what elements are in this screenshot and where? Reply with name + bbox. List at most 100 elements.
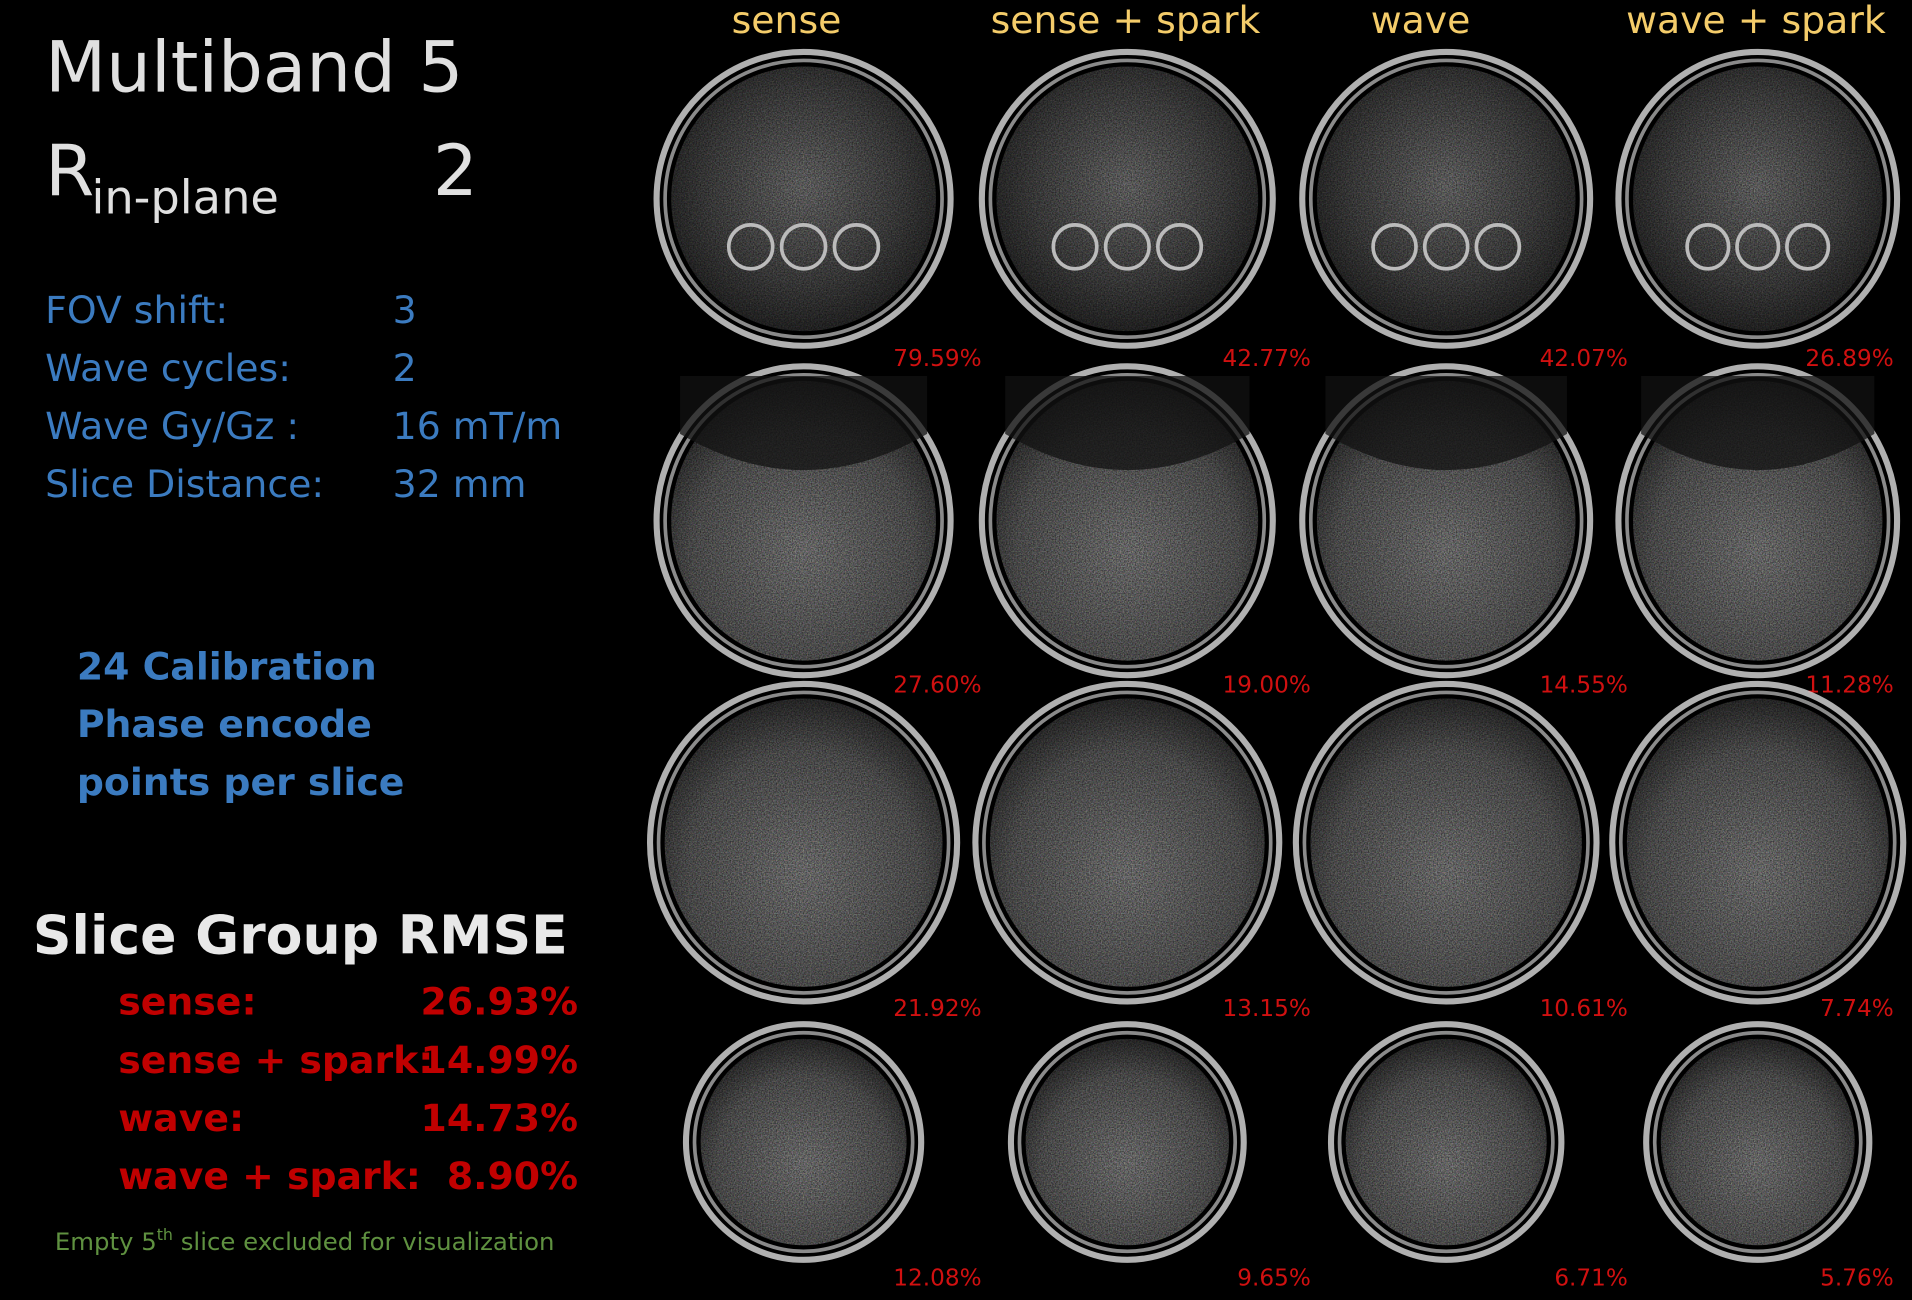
rmse-percent: 42.77% [1223, 346, 1311, 372]
rmse-percent: 5.76% [1820, 1265, 1894, 1291]
scalp-ring [1615, 363, 1901, 679]
param-label: FOV shift: [45, 288, 228, 332]
calibration: 24 Calibration Phase encode points per sli… [77, 644, 405, 804]
brain-image [1310, 698, 1582, 987]
calibration-line: 24 Calibration [77, 644, 377, 688]
footnote-text: Empty 5 [55, 1227, 157, 1256]
scalp-ring [1299, 48, 1594, 349]
brain-image [990, 698, 1265, 987]
scalp-ring [978, 48, 1276, 349]
vertebra [779, 223, 828, 271]
skull-ring [1302, 690, 1590, 995]
rmse-value: 8.90% [447, 1154, 578, 1198]
scalp-ring [653, 363, 954, 679]
rmse-percent: 6.71% [1554, 1265, 1628, 1291]
footnote: Empty 5th slice excluded for visualizati… [55, 1225, 555, 1256]
scalp-ring [1643, 1021, 1873, 1263]
brain-image [671, 66, 936, 332]
footnote-text: slice excluded for visualization [173, 1227, 555, 1256]
rmse-label: sense: [118, 980, 256, 1024]
brain-image [1660, 1038, 1855, 1246]
orbit-shadow [1005, 376, 1250, 471]
brain-image [1025, 1038, 1230, 1246]
rmse-label: wave + spark: [118, 1154, 421, 1198]
scalp-ring [1615, 48, 1901, 349]
brain-image [664, 698, 943, 987]
vertebra [832, 223, 881, 271]
rmse-percent: 14.55% [1540, 673, 1628, 699]
scalp-ring [1292, 680, 1600, 1005]
skull-ring [1652, 1030, 1863, 1254]
orbit-shadow [1325, 376, 1567, 471]
title: Multiband 5 [45, 26, 463, 109]
footnote-sup: th [157, 1225, 173, 1244]
param-value: 3 [393, 288, 417, 332]
rmse-value: 26.93% [421, 980, 578, 1024]
rmse-percent: 7.74% [1820, 996, 1894, 1022]
scalp-ring [972, 680, 1283, 1005]
rmse-percent: 19.00% [1223, 673, 1311, 699]
parameters: FOV shift: 3 Wave cycles: 2 Wave Gy/Gz : 16 m… [45, 288, 562, 506]
vertebra [1474, 223, 1522, 271]
rmse-label: wave: [118, 1096, 244, 1140]
skull-ring [1625, 372, 1891, 669]
vertebra [1103, 223, 1151, 271]
param-value: 16 mT/m [393, 404, 563, 448]
skull-ring [663, 372, 944, 669]
vertebra [1156, 223, 1204, 271]
column-header: sense [732, 0, 842, 42]
image-grid: sense sense + spark wave wave + spark 79.59%… [646, 0, 1907, 1291]
r-symbol: R [45, 129, 94, 212]
param-value: 32 mm [393, 462, 527, 506]
calibration-line: Phase encode [77, 702, 372, 746]
rmse-table: sense: 26.93% sense + spark:14.99% wave: 14.… [118, 980, 578, 1198]
skull-ring [1337, 1030, 1555, 1254]
skull-ring [692, 1030, 915, 1254]
rmse-percent: 27.60% [893, 673, 981, 699]
column-header: wave + spark [1626, 0, 1886, 42]
skull-ring [1618, 690, 1897, 995]
rmse-percent: 21.92% [893, 996, 981, 1022]
param-label: Wave Gy/Gz : [45, 404, 299, 448]
rmse-percent: 9.65% [1237, 1265, 1311, 1291]
rmse-title: Slice Group RMSE [33, 904, 568, 967]
scalp-ring [1007, 1021, 1247, 1263]
rmse-percent: 12.08% [893, 1265, 981, 1291]
brain-image [700, 1038, 907, 1246]
param-label: Slice Distance: [45, 462, 324, 506]
r-subscript: in-plane [91, 170, 278, 224]
rmse-percent: 10.61% [1540, 996, 1628, 1022]
rmse-value: 14.73% [421, 1096, 578, 1140]
orbit-shadow [1641, 376, 1875, 471]
rmse-percent: 13.15% [1223, 996, 1311, 1022]
scalp-ring [646, 680, 961, 1005]
rmse-value: 14.99% [421, 1038, 578, 1082]
param-label: Wave cycles: [45, 346, 291, 390]
param-value: 2 [393, 346, 417, 390]
brain-image [1633, 66, 1883, 332]
calibration-line: points per slice [77, 760, 405, 804]
rmse-percent: 42.07% [1540, 346, 1628, 372]
brain-image [1626, 698, 1889, 987]
scalp-ring [682, 1021, 925, 1263]
scalp-ring [1299, 363, 1594, 679]
column-header: sense + spark [991, 0, 1261, 42]
vertebra [1785, 223, 1831, 271]
scalp-ring [1609, 680, 1907, 1005]
skull-ring [663, 58, 944, 340]
skull-ring [982, 690, 1273, 995]
vertebra [1735, 223, 1781, 271]
orbit-shadow [680, 376, 928, 471]
scalp-ring [978, 363, 1276, 679]
scalp-ring [653, 48, 954, 349]
vertebra [726, 223, 775, 271]
vertebra [1422, 223, 1470, 271]
vertebra [1371, 223, 1418, 271]
skull-ring [1017, 1030, 1238, 1254]
brain-image [1345, 1038, 1547, 1246]
skull-ring [1308, 372, 1584, 669]
rmse-percent: 11.28% [1805, 673, 1893, 699]
